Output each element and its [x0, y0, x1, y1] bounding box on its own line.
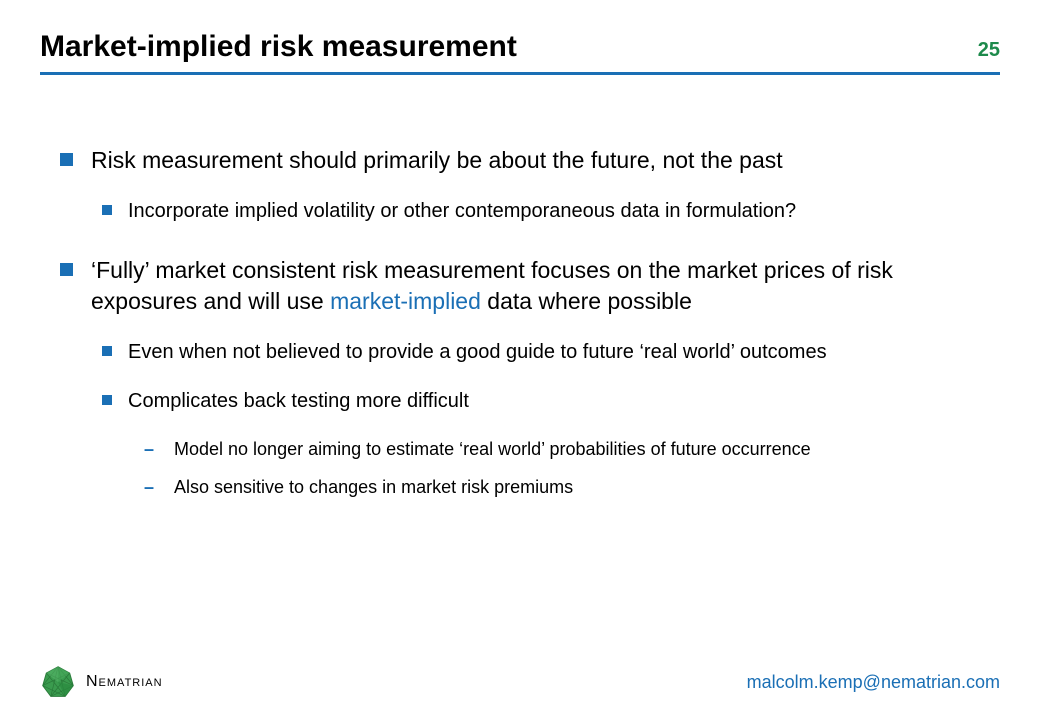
bullet-level2: Even when not believed to provide a good…	[102, 339, 950, 366]
bullet-level1: Risk measurement should primarily be abo…	[60, 145, 950, 176]
dash-bullet-icon: –	[144, 475, 158, 499]
page-number: 25	[978, 39, 1000, 62]
dash-bullet-icon: –	[144, 437, 158, 461]
contact-email: malcolm.kemp@nematrian.com	[747, 672, 1000, 693]
bullet-text-post: data where possible	[481, 288, 692, 314]
bullet-text: Even when not believed to provide a good…	[128, 339, 827, 366]
spacer	[60, 247, 950, 255]
bullet-text: ‘Fully’ market consistent risk measureme…	[91, 255, 950, 317]
bullet-text: Model no longer aiming to estimate ‘real…	[174, 437, 811, 461]
bullet-level3: – Model no longer aiming to estimate ‘re…	[144, 437, 950, 461]
slide-content: Risk measurement should primarily be abo…	[40, 145, 1000, 500]
bullet-level3: – Also sensitive to changes in market ri…	[144, 475, 950, 499]
square-bullet-icon	[102, 346, 112, 356]
bullet-text: Also sensitive to changes in market risk…	[174, 475, 573, 499]
bullet-level1: ‘Fully’ market consistent risk measureme…	[60, 255, 950, 317]
square-bullet-icon	[60, 263, 73, 276]
footer-left: Nematrian	[40, 664, 163, 700]
bullet-text: Complicates back testing more difficult	[128, 388, 469, 415]
slide-footer: Nematrian malcolm.kemp@nematrian.com	[40, 664, 1000, 700]
bullet-level2: Incorporate implied volatility or other …	[102, 198, 950, 225]
company-name: Nematrian	[86, 673, 163, 691]
slide-container: Market-implied risk measurement 25 Risk …	[0, 0, 1040, 720]
highlighted-term: market-implied	[330, 288, 481, 314]
nematrian-logo-icon	[40, 664, 76, 700]
bullet-text: Risk measurement should primarily be abo…	[91, 145, 783, 176]
square-bullet-icon	[102, 205, 112, 215]
slide-title: Market-implied risk measurement	[40, 30, 517, 64]
slide-header: Market-implied risk measurement 25	[40, 30, 1000, 75]
square-bullet-icon	[102, 395, 112, 405]
bullet-level2: Complicates back testing more difficult	[102, 388, 950, 415]
bullet-text: Incorporate implied volatility or other …	[128, 198, 796, 225]
square-bullet-icon	[60, 153, 73, 166]
